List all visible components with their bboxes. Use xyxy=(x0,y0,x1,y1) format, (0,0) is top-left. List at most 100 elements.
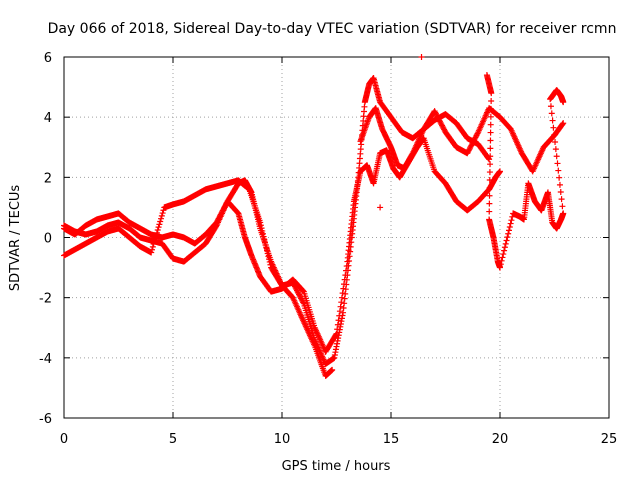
data-point xyxy=(552,146,559,153)
data-point xyxy=(432,110,439,117)
data-point xyxy=(497,264,503,271)
data-point xyxy=(340,281,347,288)
series-track-c xyxy=(61,135,503,355)
data-point xyxy=(267,261,274,268)
data-point xyxy=(153,232,160,239)
data-point xyxy=(507,220,514,227)
data-point xyxy=(438,121,445,128)
data-point xyxy=(486,200,493,207)
data-point xyxy=(338,299,345,306)
data-point xyxy=(557,188,564,195)
data-point xyxy=(487,161,494,168)
y-tick-label: 4 xyxy=(44,111,52,126)
data-point xyxy=(554,160,561,167)
data-point xyxy=(158,212,165,219)
y-axis-label: SDTVAR / TECUs xyxy=(8,185,23,292)
data-point xyxy=(341,276,348,283)
data-point xyxy=(329,366,336,373)
data-point xyxy=(149,246,156,253)
data-point xyxy=(257,222,264,229)
data-point xyxy=(431,108,438,115)
series-track-d xyxy=(357,105,493,172)
data-point xyxy=(265,253,272,260)
data-point xyxy=(377,204,384,211)
series-track-b xyxy=(61,75,567,367)
data-point xyxy=(504,234,511,241)
data-point xyxy=(559,203,566,210)
data-point xyxy=(486,208,493,215)
data-point xyxy=(465,147,472,154)
data-point xyxy=(505,227,512,234)
series-fragments xyxy=(377,54,567,271)
data-point xyxy=(297,294,304,301)
data-point xyxy=(474,130,481,137)
data-point xyxy=(500,251,507,258)
data-point xyxy=(503,237,510,244)
data-point xyxy=(296,292,303,299)
data-point xyxy=(560,99,567,106)
data-point xyxy=(486,156,493,163)
data-point xyxy=(263,244,270,251)
data-point xyxy=(466,146,473,153)
data-point xyxy=(508,217,515,224)
data-point xyxy=(336,308,343,315)
data-point xyxy=(472,134,479,141)
data-point xyxy=(551,131,558,138)
data-point xyxy=(264,250,271,257)
data-point xyxy=(556,174,563,181)
data-point xyxy=(560,210,567,217)
data-point xyxy=(259,230,266,237)
data-point xyxy=(266,258,273,265)
data-point xyxy=(506,223,513,230)
data-point xyxy=(212,223,219,230)
data-point xyxy=(418,54,425,60)
data-point xyxy=(300,287,307,294)
data-point xyxy=(156,221,163,228)
data-point xyxy=(487,145,494,152)
data-point xyxy=(488,105,495,112)
data-point xyxy=(342,272,349,279)
data-point xyxy=(467,145,474,152)
data-point xyxy=(294,288,301,295)
data-point xyxy=(296,291,303,298)
data-point xyxy=(486,192,493,199)
data-point xyxy=(295,290,302,297)
data-point xyxy=(441,126,448,133)
data-point xyxy=(158,215,165,222)
x-tick-label: 25 xyxy=(601,432,618,447)
data-point xyxy=(556,181,563,188)
data-point xyxy=(154,226,161,233)
y-tick-label: -6 xyxy=(39,412,52,427)
data-point xyxy=(499,254,506,261)
data-point xyxy=(501,247,508,254)
data-point xyxy=(488,97,495,104)
data-point xyxy=(555,167,562,174)
data-point xyxy=(548,110,555,117)
axis-ticks: 0 5 10 15 20 25 -6 -4 -2 0 2 4 6 xyxy=(39,51,617,447)
data-point xyxy=(502,240,509,247)
series-track-a xyxy=(61,177,336,379)
data-point xyxy=(473,131,480,138)
data-point xyxy=(486,184,493,191)
data-point xyxy=(487,113,494,120)
data-point xyxy=(550,124,557,131)
data-point xyxy=(486,169,493,176)
x-tick-label: 15 xyxy=(383,432,400,447)
data-point xyxy=(339,290,346,297)
data-point xyxy=(487,129,494,136)
data-point xyxy=(437,119,444,126)
data-point xyxy=(487,137,494,144)
data-point xyxy=(343,267,350,274)
data-point xyxy=(334,326,341,333)
data-point xyxy=(560,120,567,127)
data-point xyxy=(160,207,167,214)
data-point xyxy=(258,225,265,232)
x-axis-label: GPS time / hours xyxy=(282,459,391,474)
data-point xyxy=(558,196,565,203)
data-point xyxy=(157,218,164,225)
data-point xyxy=(343,263,350,270)
data-point xyxy=(153,229,160,236)
data-point xyxy=(497,168,503,175)
data-point xyxy=(487,153,494,160)
data-point xyxy=(473,133,480,140)
